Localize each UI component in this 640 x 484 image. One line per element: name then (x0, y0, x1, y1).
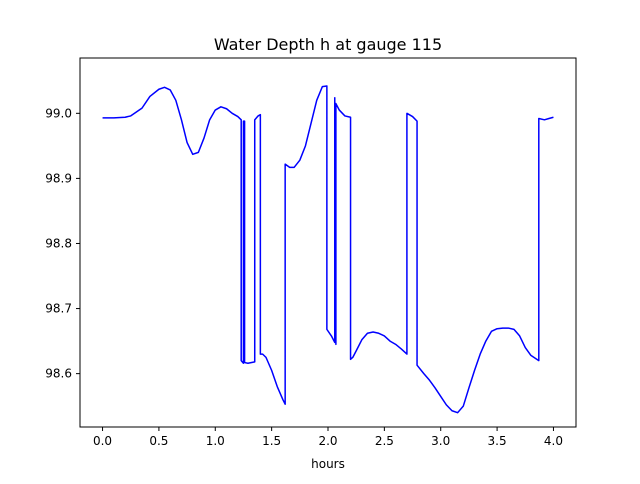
chart-title: Water Depth h at gauge 115 (214, 35, 442, 54)
x-tick-label: 3.0 (431, 434, 450, 448)
x-axis-label: hours (311, 457, 345, 471)
y-tick-label: 98.8 (45, 236, 72, 250)
x-tick-label: 0.5 (149, 434, 168, 448)
x-tick-label: 1.0 (206, 434, 225, 448)
x-tick-label: 2.5 (375, 434, 394, 448)
plot-area-frame (79, 57, 577, 428)
series-layer (102, 85, 554, 414)
x-tick-label: 1.5 (262, 434, 281, 448)
y-tick-label: 98.9 (45, 171, 72, 185)
series-line-1 (102, 85, 554, 414)
y-tick-label: 98.7 (45, 302, 72, 316)
x-tick-label: 4.0 (544, 434, 563, 448)
x-tick-label: 3.5 (488, 434, 507, 448)
ticks-layer: 0.0 0.5 1.0 1.5 2.0 2.5 3.0 3.5 4.0 98.6 98.7 98.8 9… (45, 106, 563, 448)
y-tick-label: 98.6 (45, 367, 72, 381)
x-tick-label: 0.0 (93, 434, 112, 448)
y-tick-label: 99.0 (45, 106, 72, 120)
x-tick-label: 2.0 (318, 434, 337, 448)
